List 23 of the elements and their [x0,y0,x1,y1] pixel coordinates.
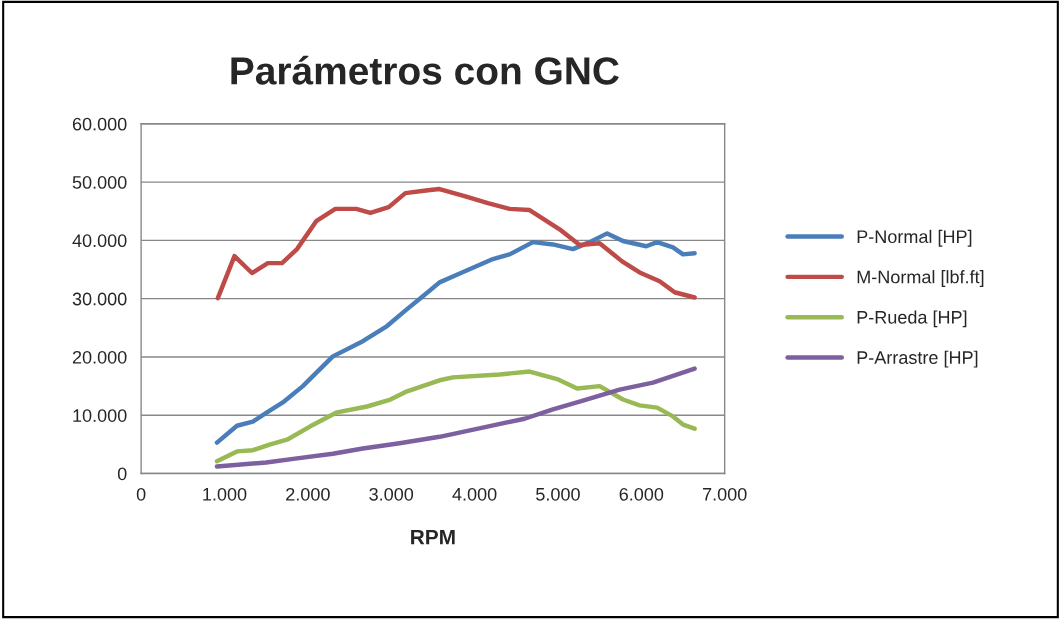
chart-title: Parámetros con GNC [231,55,619,85]
legend-label: P-Rueda [HP] [857,310,967,328]
x-tick-label: 1.000 [203,487,247,501]
x-axis-title: RPM [411,530,455,545]
legend-label: P-Normal [HP] [857,229,972,247]
y-tick-label: 60.000 [72,117,127,131]
y-tick-label: 0 [117,467,127,481]
legend-label: P-Arrastre [HP] [857,350,978,368]
y-tick-label: 20.000 [72,350,127,364]
x-tick-label: 2.000 [286,487,330,501]
x-tick-label: 4.000 [452,487,497,501]
y-tick-label: 50.000 [72,176,127,189]
x-tick-label: 5.000 [536,487,580,501]
x-tick-label: 3.000 [369,487,414,501]
x-tick-label: 0 [136,487,146,501]
y-tick-label: 30.000 [72,292,127,306]
y-tick-label: 10.000 [73,409,127,422]
x-tick-label: 7.000 [703,487,747,501]
legend-label: M-Normal [lbf.ft] [857,270,984,287]
line-series [214,231,697,445]
x-tick-label: 6.000 [619,487,664,501]
line-series [215,186,697,301]
y-tick-label: 40.000 [72,234,127,248]
